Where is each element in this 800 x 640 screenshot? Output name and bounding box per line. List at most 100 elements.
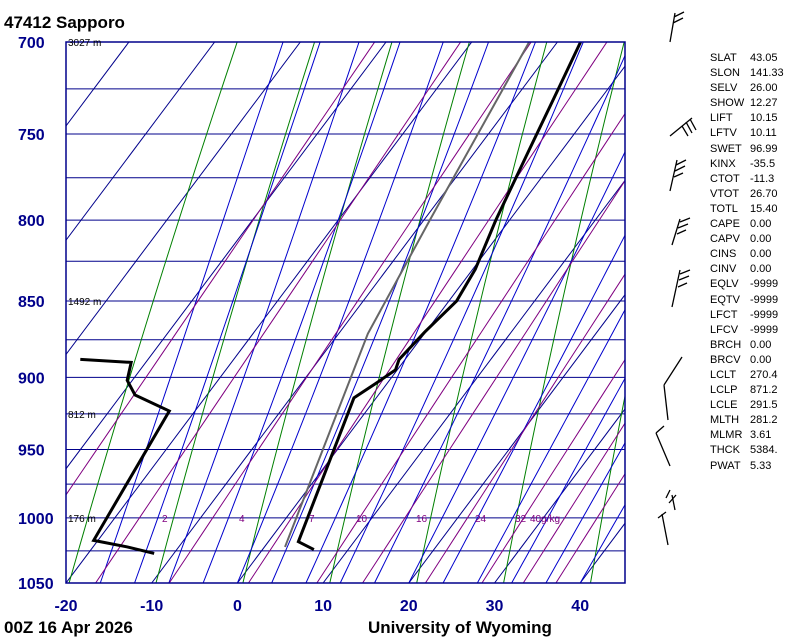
- index-row: EQTV -9999: [710, 293, 800, 308]
- index-value: 0.00: [750, 353, 772, 366]
- isotherm-line: [66, 42, 473, 583]
- series-parcel-line: [284, 42, 531, 548]
- pressure-tick-label: 700: [18, 35, 45, 52]
- index-name: CTOT: [710, 172, 740, 185]
- index-value: 871.2: [750, 384, 778, 397]
- pressure-tick-label: 1050: [18, 576, 54, 593]
- index-value: 12.27: [750, 97, 778, 110]
- pressure-tick-label: 800: [18, 213, 45, 230]
- index-row: CINV 0.00: [710, 262, 800, 277]
- mixing-ratio-label: 2: [162, 514, 168, 525]
- index-name: BRCV: [710, 353, 741, 366]
- height-label: 3027 m: [68, 38, 101, 49]
- index-value: 141.33: [750, 67, 784, 80]
- moist-adiabat: [168, 42, 360, 583]
- index-row: LFCV -9999: [710, 323, 800, 338]
- temperature-tick-label: 20: [400, 598, 418, 615]
- index-value: 10.11: [750, 127, 777, 140]
- moist-adiabat: [511, 377, 625, 583]
- index-name: BRCH: [710, 338, 742, 351]
- index-value: 0.00: [750, 263, 772, 276]
- index-value: -9999: [750, 323, 779, 336]
- mixing-ratio-line: [522, 422, 625, 583]
- mixing-ratio-line: [481, 358, 625, 583]
- index-value: 96.99: [750, 142, 778, 155]
- index-value: 0.00: [750, 233, 772, 246]
- index-value: 270.4: [750, 368, 778, 381]
- moist-adiabat: [476, 308, 625, 583]
- isotherm-line: [66, 42, 130, 127]
- wind-barb: [671, 269, 691, 308]
- index-value: -35.5: [750, 157, 776, 170]
- wind-barb: [669, 11, 685, 43]
- isotherm-line: [66, 42, 387, 470]
- index-name: KINX: [710, 157, 736, 170]
- height-label: 176 m: [68, 514, 96, 525]
- wind-barb: [671, 217, 691, 246]
- index-value: 26.00: [750, 82, 778, 95]
- height-label: 812 m: [68, 410, 96, 421]
- index-row: THCK 5384.: [710, 443, 800, 458]
- footer-time: 00Z 16 Apr 2026: [4, 618, 133, 637]
- index-name: SELV: [710, 82, 738, 95]
- index-row: CINS 0.00: [710, 247, 800, 262]
- index-name: THCK: [710, 444, 740, 457]
- index-name: MLMR: [710, 429, 743, 442]
- temperature-tick-label: 30: [486, 598, 504, 615]
- index-value: 5384.: [750, 444, 778, 457]
- index-row: BRCH 0.00: [710, 338, 800, 353]
- mixing-ratio-line: [168, 42, 532, 583]
- moist-adiabat: [374, 54, 625, 583]
- index-row: LFTV 10.11: [710, 126, 800, 141]
- index-row: KINX -35.5: [710, 157, 800, 172]
- dry-adiabat: [416, 42, 548, 583]
- moist-adiabat: [339, 42, 584, 583]
- isotherm-line: [322, 179, 625, 583]
- series-temperature-line: [296, 42, 582, 551]
- wind-barb: [661, 489, 677, 546]
- moist-adiabat: [99, 42, 284, 583]
- mixing-ratio-line: [555, 472, 625, 583]
- index-value: 10.15: [750, 112, 778, 125]
- mixing-ratio-line: [316, 112, 625, 583]
- index-value: -9999: [750, 278, 779, 291]
- pressure-tick-label: 950: [18, 442, 45, 459]
- index-value: -9999: [750, 293, 779, 306]
- index-row: TOTL 15.40: [710, 202, 800, 217]
- index-value: 43.05: [750, 52, 778, 64]
- index-value: 15.40: [750, 202, 778, 215]
- mixing-ratio-label: 10: [356, 514, 368, 525]
- index-name: LCLT: [710, 368, 737, 381]
- index-name: LCLE: [710, 399, 738, 412]
- isotherm-line: [0, 42, 43, 583]
- index-value: 5.33: [750, 459, 772, 472]
- index-row: LCLP 871.2: [710, 383, 800, 398]
- index-name: LFTV: [710, 127, 737, 140]
- index-name: CINV: [710, 263, 737, 276]
- mixing-ratio-label: 40g/kg: [530, 514, 560, 525]
- temperature-tick-label: -20: [54, 598, 77, 615]
- index-name: EQTV: [710, 293, 740, 306]
- wind-barb: [657, 511, 667, 519]
- index-value: 0.00: [750, 338, 772, 351]
- moist-adiabat: [442, 234, 625, 583]
- index-name: SLAT: [710, 52, 737, 64]
- index-row: VTOT 26.70: [710, 187, 800, 202]
- index-name: SHOW: [710, 97, 745, 110]
- index-value: 291.5: [750, 399, 778, 412]
- index-row: LIFT 10.15: [710, 111, 800, 126]
- temperature-tick-label: 40: [571, 598, 589, 615]
- chart-labels: 700 750 800 850 900 950 1000 1050-20 -10 0 10 20 30 4…: [18, 35, 589, 615]
- index-row: LCLE 291.5: [710, 398, 800, 413]
- isotherm-line: [408, 293, 625, 583]
- wind-barbs: [655, 11, 697, 546]
- isotherm-line: [151, 42, 558, 583]
- index-row: MLMR 3.61: [710, 428, 800, 443]
- dry-adiabat: [590, 393, 625, 583]
- index-name: CAPE: [710, 218, 740, 231]
- chart-title: 47412 Sapporo: [4, 13, 125, 32]
- dry-adiabat: [503, 42, 625, 583]
- moist-adiabat: [408, 150, 625, 583]
- index-name: SWET: [710, 142, 742, 155]
- mixing-ratio-line: [95, 42, 462, 583]
